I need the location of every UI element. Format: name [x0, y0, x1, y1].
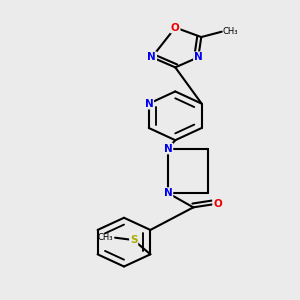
- Text: CH₃: CH₃: [223, 27, 238, 36]
- Text: CH₃: CH₃: [98, 233, 113, 242]
- Text: O: O: [213, 200, 222, 209]
- Text: S: S: [130, 235, 137, 245]
- Text: N: N: [145, 99, 153, 109]
- Text: N: N: [148, 52, 156, 62]
- Text: O: O: [171, 22, 180, 32]
- Text: N: N: [164, 188, 172, 198]
- Text: N: N: [194, 52, 203, 62]
- Text: N: N: [164, 143, 172, 154]
